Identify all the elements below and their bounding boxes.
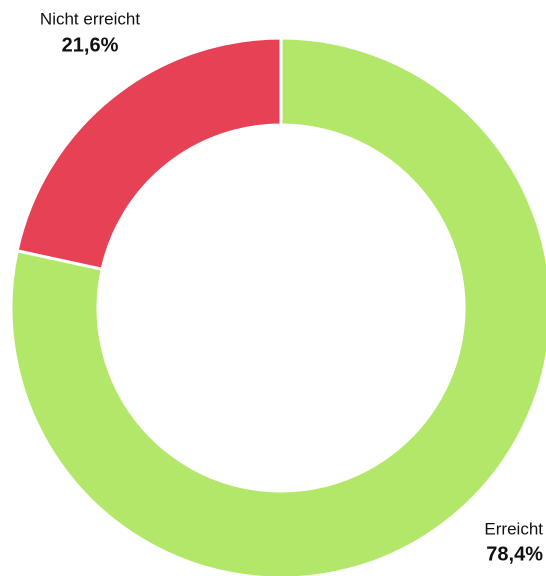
slice-value-label: 78,4% [486, 543, 543, 565]
slice-label: Nicht erreicht [40, 9, 140, 28]
slice-value-label: 21,6% [62, 34, 119, 56]
slice-label: Erreicht [484, 519, 543, 538]
donut-slice [9, 36, 546, 576]
donut-slice [15, 36, 283, 271]
